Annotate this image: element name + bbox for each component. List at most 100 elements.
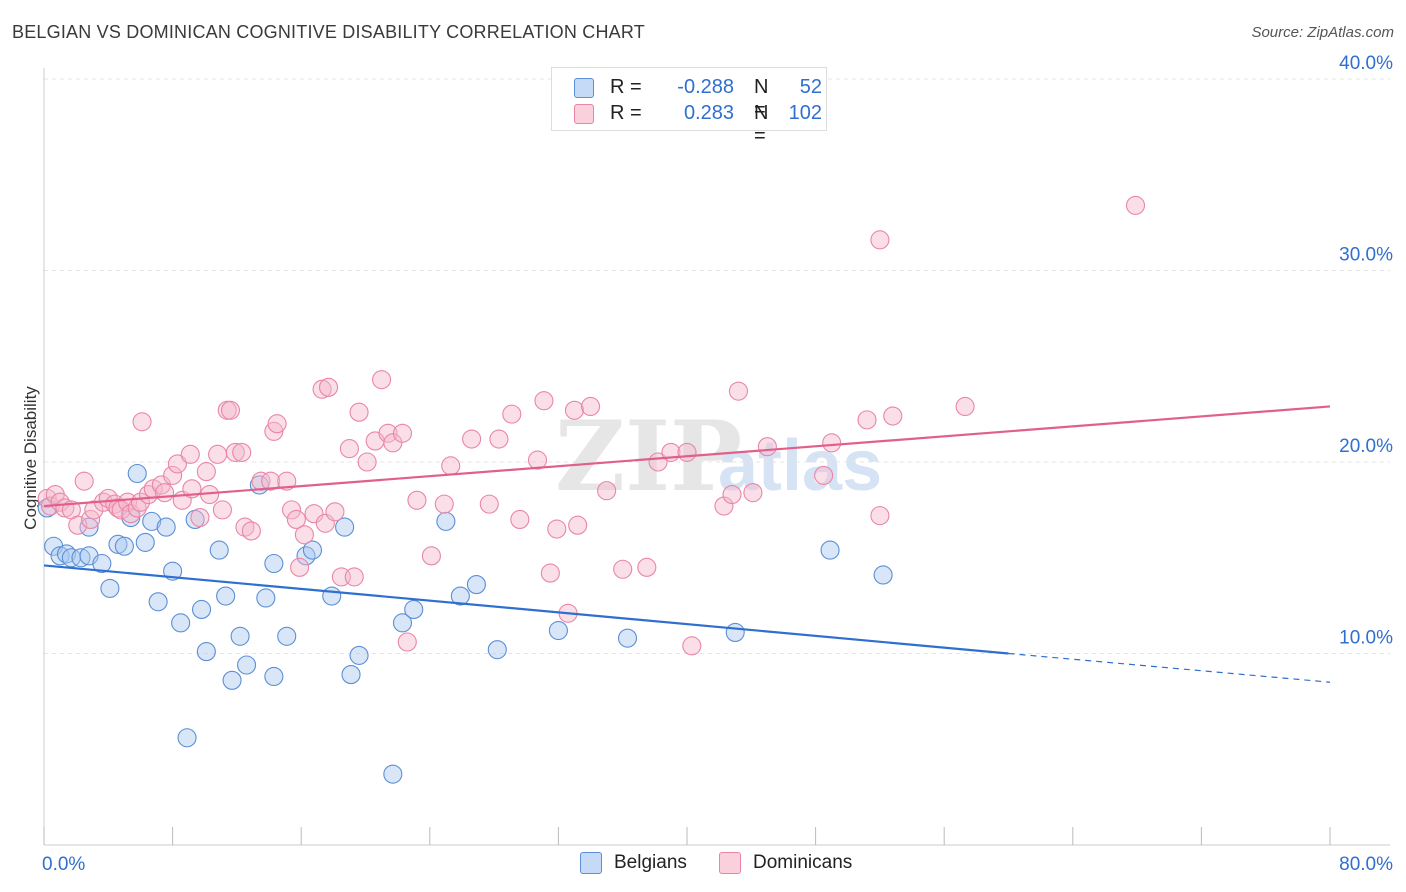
belgians-point — [450, 586, 470, 606]
belgians-point — [135, 532, 155, 552]
dominicans-point — [108, 498, 128, 518]
dominicans-point — [743, 483, 763, 503]
belgians-point — [349, 645, 369, 665]
dominicans-point — [534, 391, 554, 411]
belgians-point — [873, 565, 893, 585]
belgians-trend-extension — [1008, 652, 1331, 683]
dominicans-point — [814, 465, 834, 485]
belgians-point — [108, 534, 128, 554]
dominicans-point — [208, 444, 228, 464]
dominicans-point — [540, 563, 560, 583]
dominicans-point — [564, 400, 585, 420]
belgians-point — [341, 665, 361, 685]
dominicans-point — [434, 494, 454, 514]
belgians-point — [487, 640, 507, 660]
dominicans-point — [84, 500, 104, 520]
legend-r-value: 0.283 — [683, 102, 734, 124]
dominicans-point — [282, 500, 302, 520]
dominicans-point — [132, 412, 152, 432]
dominicans-point — [883, 406, 903, 426]
dominicans-point — [441, 456, 461, 476]
belgians-point — [264, 553, 284, 574]
dominicans-point — [167, 454, 187, 474]
dominicans-point — [264, 421, 284, 441]
dominicans-point — [378, 423, 398, 443]
dominicans-point — [225, 442, 245, 462]
chart-title: BELGIAN VS DOMINICAN COGNITIVE DISABILIT… — [12, 22, 645, 42]
belgians-point — [383, 764, 403, 784]
dominicans-point — [151, 475, 171, 495]
dominicans-point — [232, 442, 252, 462]
dominicans-point — [397, 632, 417, 652]
bottom-legend-label-belgians: Belgians — [614, 852, 687, 873]
belgians-point — [404, 599, 424, 620]
belgians-point — [466, 575, 486, 595]
belgians-point — [216, 586, 236, 606]
dominicans-point — [955, 396, 975, 417]
dominicans-point — [155, 483, 175, 503]
dominicans-point — [68, 515, 88, 535]
belgians-point — [548, 620, 568, 641]
legend-n-value: 102 — [788, 102, 822, 124]
belgians-point — [392, 613, 413, 633]
dominicans-point — [196, 462, 216, 482]
dominicans-point — [527, 450, 548, 470]
dominicans-point — [489, 429, 509, 449]
dominicans-point — [597, 481, 617, 501]
belgians-point — [264, 666, 284, 687]
belgians-point — [322, 586, 342, 606]
dominicans-point — [241, 521, 261, 541]
dominicans-point — [212, 500, 232, 520]
belgians-point — [171, 613, 191, 633]
belgians-point — [820, 540, 840, 560]
dominicans-point — [304, 504, 324, 524]
x-tick-label: 0.0% — [42, 854, 85, 875]
bottom-legend-swatch-belgians — [580, 852, 602, 874]
dominicans-point — [392, 423, 413, 443]
belgians-point — [436, 511, 456, 531]
belgians-point — [725, 622, 745, 642]
dominicans-point — [479, 494, 499, 514]
dominicans-point — [407, 490, 427, 510]
belgians-point — [142, 511, 162, 531]
dominicans-point — [277, 471, 297, 491]
y-tick-label: 40.0% — [1339, 53, 1393, 74]
belgians-point — [127, 463, 147, 484]
dominicans-point — [613, 559, 633, 579]
dominicans-point — [857, 410, 877, 430]
dominicans-point — [357, 452, 377, 472]
dominicans-point — [870, 506, 890, 526]
dominicans-point — [502, 404, 522, 424]
dominicans-point — [580, 396, 601, 417]
belgians-point — [277, 626, 297, 646]
legend-swatch-belgians — [574, 78, 594, 98]
belgians-point — [209, 540, 229, 560]
belgians-point — [191, 599, 212, 620]
dominicans-point — [294, 525, 314, 545]
belgians-point — [230, 626, 250, 646]
y-axis-label: Cognitive Disability — [21, 386, 40, 530]
belgians-point — [196, 642, 216, 662]
legend-r-label: R = — [610, 76, 642, 98]
belgians-point — [335, 517, 355, 537]
dominicans-point — [421, 546, 441, 566]
dominicans-point — [682, 636, 702, 656]
dominicans-point — [568, 515, 588, 535]
watermark-zip: ZIP — [555, 400, 742, 513]
dominicans-point — [267, 414, 287, 434]
source-label: Source: ZipAtlas.com — [1251, 24, 1394, 41]
dominicans-point — [318, 377, 339, 397]
dominicans-point — [462, 429, 482, 449]
belgians-point — [71, 548, 91, 568]
belgians-trend-line — [43, 564, 1009, 655]
dominicans-point — [822, 433, 842, 453]
correlation-legend: R = -0.288 N = 52 R = 0.283 N = 102 — [551, 67, 827, 147]
dominicans-point — [349, 402, 369, 422]
dominicans-point — [163, 465, 183, 485]
legend-n-value: 52 — [799, 76, 822, 98]
legend-swatch-dominicans — [574, 104, 594, 124]
dominicans-point — [372, 370, 392, 390]
legend-n-label: N = — [754, 76, 769, 121]
legend-n-label: N = — [754, 102, 769, 147]
